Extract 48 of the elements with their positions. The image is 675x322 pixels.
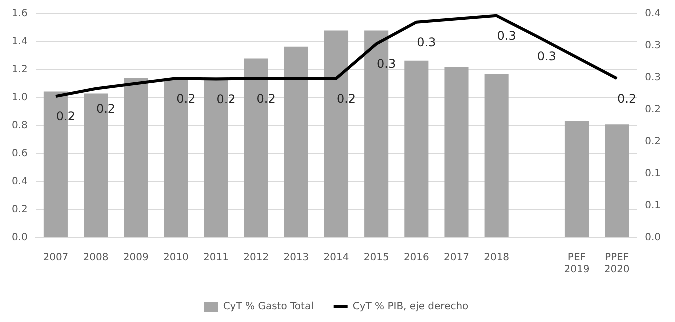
- bar: [284, 46, 308, 238]
- data-label: 0.3: [417, 35, 436, 50]
- y2-tick-label: 0.1: [645, 200, 662, 212]
- x-tick-label: 2011: [204, 252, 229, 264]
- y-tick-label: 0.6: [12, 148, 28, 160]
- bar: [444, 67, 469, 238]
- y-tick-label: 1.2: [12, 64, 28, 76]
- y2-tick-label: 0.1: [645, 168, 662, 180]
- x-tick-label: 2018: [484, 252, 510, 264]
- x-tick-label: PEF 2019: [564, 252, 590, 276]
- x-tick-label: 2007: [43, 252, 69, 264]
- bar: [484, 74, 509, 238]
- bar: [124, 78, 148, 238]
- data-label: 0.3: [497, 29, 516, 44]
- y-tick-label: 1.0: [12, 92, 28, 104]
- x-tick-label: 2017: [444, 252, 470, 264]
- y2-tick-label: 0.3: [645, 72, 662, 84]
- bar: [404, 60, 429, 238]
- x-tick-label: 2012: [244, 252, 270, 264]
- data-label: 0.2: [176, 92, 196, 106]
- x-tick-label: 2013: [284, 252, 310, 264]
- x-tick-label: PPEF 2020: [604, 252, 630, 276]
- x-tick-label: 2008: [83, 252, 109, 264]
- y2-tick-label: 0.2: [645, 136, 662, 148]
- x-tick-label: 2010: [163, 252, 189, 264]
- y-tick-label: 0.0: [12, 232, 28, 244]
- y-tick-label: 0.8: [12, 120, 28, 132]
- y2-tick-label: 0.3: [645, 40, 662, 52]
- y-tick-label: 0.4: [12, 176, 28, 188]
- bar: [605, 124, 630, 238]
- data-label: 0.2: [618, 92, 637, 106]
- x-tick-label: 2009: [123, 252, 149, 264]
- y-tick-label: 1.6: [12, 8, 28, 20]
- x-tick-label: 2015: [364, 252, 390, 264]
- y-tick-label: 0.2: [12, 204, 28, 216]
- data-label: 0.3: [537, 50, 556, 64]
- legend-label: CyT % Gasto Total: [223, 302, 314, 313]
- x-tick-label: 2014: [324, 252, 350, 264]
- legend-label: CyT % PIB, eje derecho: [352, 302, 469, 313]
- bar: [564, 121, 589, 238]
- y2-tick-label: 0.0: [645, 232, 662, 244]
- x-tick-label: 2016: [404, 252, 430, 264]
- y2-tick-label: 0.2: [645, 104, 662, 116]
- y-tick-label: 1.4: [12, 36, 28, 48]
- y2-tick-label: 0.4: [645, 8, 662, 20]
- data-label: 0.2: [256, 92, 276, 106]
- data-label: 0.2: [216, 92, 236, 106]
- data-label: 0.2: [336, 92, 356, 106]
